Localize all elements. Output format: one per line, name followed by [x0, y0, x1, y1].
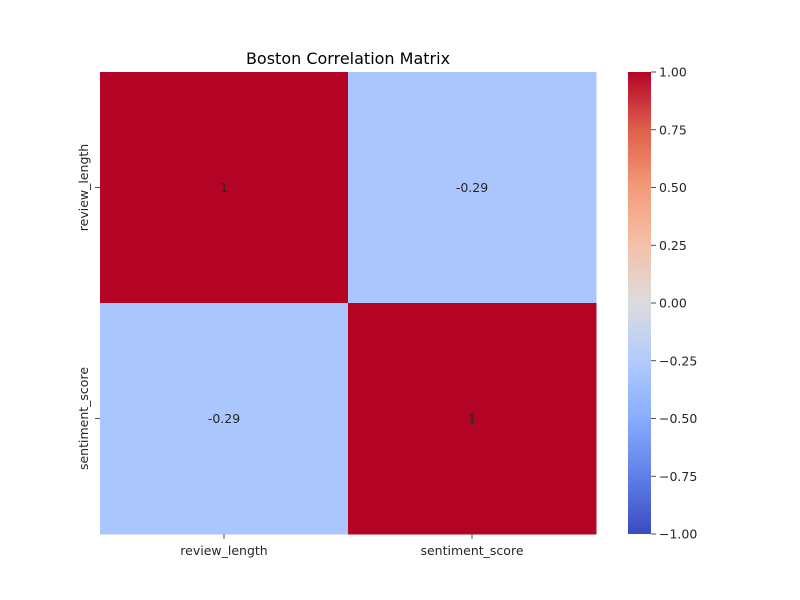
heatmap-cell-r0-c0 — [100, 72, 349, 304]
heatmap-cell-labels: 1 -0.29 -0.29 1 — [208, 180, 488, 426]
heatmap-cells — [100, 72, 597, 535]
colorbar-tick-label-8: −1.00 — [659, 527, 697, 542]
y-tick-label-1: sentiment_score — [76, 367, 91, 470]
x-tick-label-0: review_length — [180, 543, 267, 558]
colorbar-tick-label-5: −0.25 — [659, 353, 697, 368]
colorbar-gradient — [628, 72, 651, 534]
colorbar-tick-label-0: 1.00 — [659, 65, 687, 80]
y-axis-ticks: review_length sentiment_score — [76, 144, 100, 470]
colorbar-tick-label-6: −0.50 — [659, 411, 697, 426]
heatmap-cell-label-r1-c1: 1 — [468, 411, 476, 426]
colorbar-tick-label-3: 0.25 — [659, 238, 687, 253]
y-tick-label-0: review_length — [76, 144, 91, 231]
colorbar-tick-label-1: 0.75 — [659, 122, 687, 137]
colorbar-ticks: 1.00 0.75 0.50 0.25 0.00 −0.25 −0.50 −0.75 −1.00 — [651, 65, 697, 542]
heatmap-cell-label-r0-c1: -0.29 — [456, 180, 488, 195]
x-axis-ticks: review_length sentiment_score — [180, 534, 524, 558]
heatmap-cell-r1-c0 — [100, 303, 349, 535]
colorbar-tick-label-4: 0.00 — [659, 296, 687, 311]
chart-title: Boston Correlation Matrix — [246, 49, 450, 68]
heatmap-cell-r1-c1 — [348, 303, 597, 535]
heatmap-cell-label-r1-c0: -0.29 — [208, 411, 240, 426]
heatmap-cell-r0-c1 — [348, 72, 597, 304]
colorbar-tick-label-7: −0.75 — [659, 469, 697, 484]
heatmap-cell-label-r0-c0: 1 — [220, 180, 228, 195]
colorbar-tick-label-2: 0.50 — [659, 180, 687, 195]
colorbar — [628, 72, 651, 534]
x-tick-label-1: sentiment_score — [420, 543, 523, 558]
